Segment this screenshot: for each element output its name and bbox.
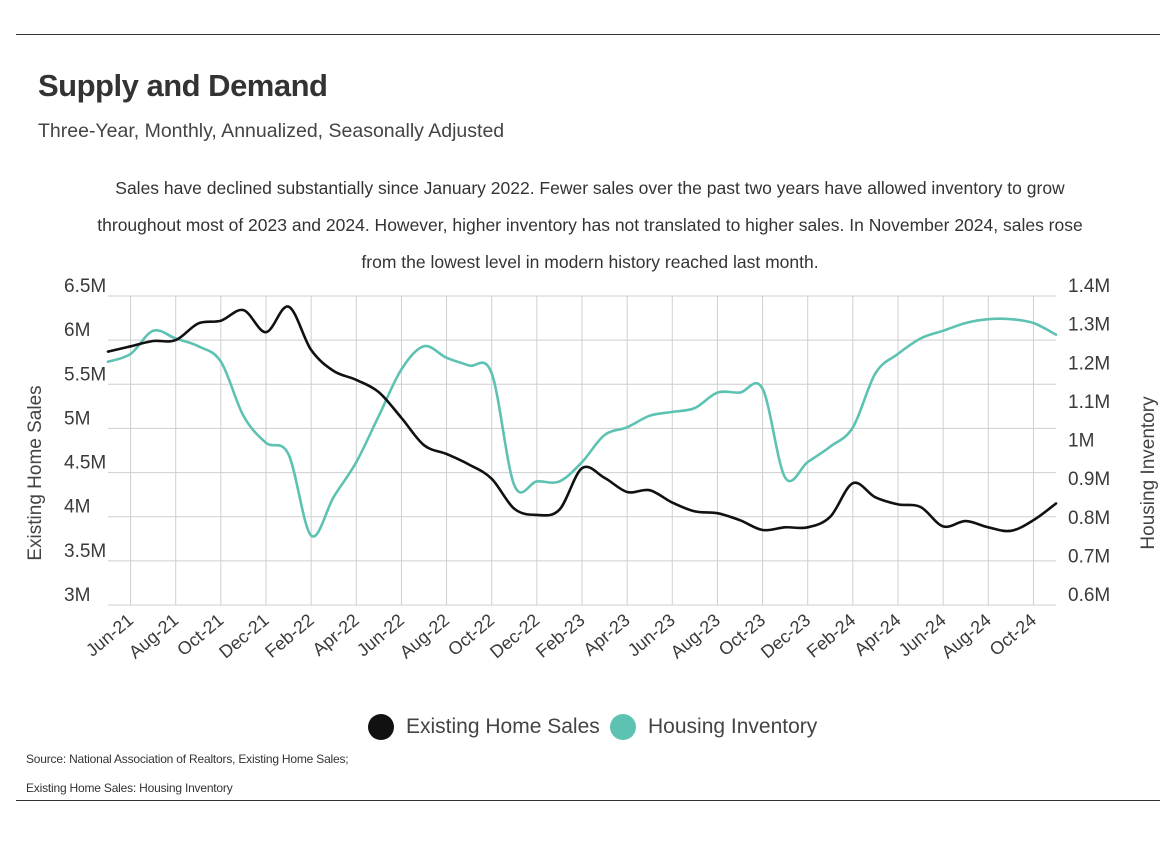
x-tick-label: Feb-22 — [261, 610, 318, 662]
series-layer — [106, 305, 1058, 538]
y-tick-label: 3M — [64, 585, 90, 606]
x-tick-label: Aug-21 — [125, 610, 182, 663]
x-tick-label: Dec-21 — [215, 610, 272, 663]
x-tick-label: Dec-22 — [486, 610, 543, 663]
y-tick-label: 4.5M — [64, 453, 106, 474]
y2-axis-label: Housing Inventory — [1138, 396, 1159, 550]
x-tick-label: Apr-24 — [850, 610, 904, 660]
line-chart: 6.5M 6M 5.5M 5M 4.5M 4M 3.5M 3M 1.4M 1.3M 1.2M 1.1M… — [25, 276, 1159, 663]
y-tick-label: 6M — [64, 320, 90, 341]
y-tick-label: 3.5M — [64, 541, 106, 562]
y2-tick-label: 1.2M — [1068, 353, 1110, 374]
bottom-rule — [16, 800, 1160, 801]
legend-inventory-label: Housing Inventory — [648, 715, 818, 738]
y2-tick-label: 0.9M — [1068, 469, 1110, 490]
top-rule — [16, 34, 1160, 35]
y-tick-label: 5M — [64, 408, 90, 429]
chart-title: Supply and Demand — [38, 68, 328, 103]
y2-tick-label: 1M — [1068, 431, 1094, 452]
x-tick-label: Feb-23 — [532, 610, 589, 662]
legend-item-inventory: Housing Inventory — [610, 714, 817, 740]
legend-inventory-marker — [610, 714, 636, 740]
x-tick-label: Dec-23 — [757, 610, 814, 663]
y2-tick-label: 0.8M — [1068, 508, 1110, 529]
legend-sales-label: Existing Home Sales — [406, 715, 600, 738]
legend-item-sales: Existing Home Sales — [368, 714, 600, 740]
x-tick-label: Apr-22 — [309, 610, 363, 660]
x-tick-label: Aug-23 — [667, 610, 724, 663]
source-line-1: Source: National Association of Realtors… — [26, 752, 349, 766]
y-axis-label: Existing Home Sales — [25, 385, 46, 560]
y2-tick-label: 0.6M — [1068, 585, 1110, 606]
y2-tick-label: 0.7M — [1068, 546, 1110, 567]
grid-layer — [108, 295, 1056, 606]
x-tick-label: Aug-24 — [938, 610, 995, 663]
source-line-2: Existing Home Sales: Housing Inventory — [26, 781, 233, 795]
x-tick-label: Aug-22 — [396, 610, 453, 663]
series-line-housing-inventory — [106, 317, 1058, 538]
legend-sales-marker — [368, 714, 394, 740]
y2-tick-label: 1.3M — [1068, 315, 1110, 336]
chart-subtitle: Three-Year, Monthly, Annualized, Seasona… — [38, 120, 505, 142]
y-tick-label: 4M — [64, 497, 90, 518]
y2-tick-label: 1.4M — [1068, 276, 1110, 297]
x-tick-label: Apr-23 — [579, 610, 633, 660]
y-tick-label: 5.5M — [64, 364, 106, 385]
y2-tick-label: 1.1M — [1068, 392, 1110, 413]
series-line-existing-home-sales — [106, 305, 1058, 533]
x-tick-label: Feb-24 — [803, 610, 860, 662]
x-tick-label: Oct-24 — [986, 610, 1040, 660]
y-tick-label: 6.5M — [64, 276, 106, 297]
chart-description: Sales have declined substantially since … — [97, 178, 1083, 272]
